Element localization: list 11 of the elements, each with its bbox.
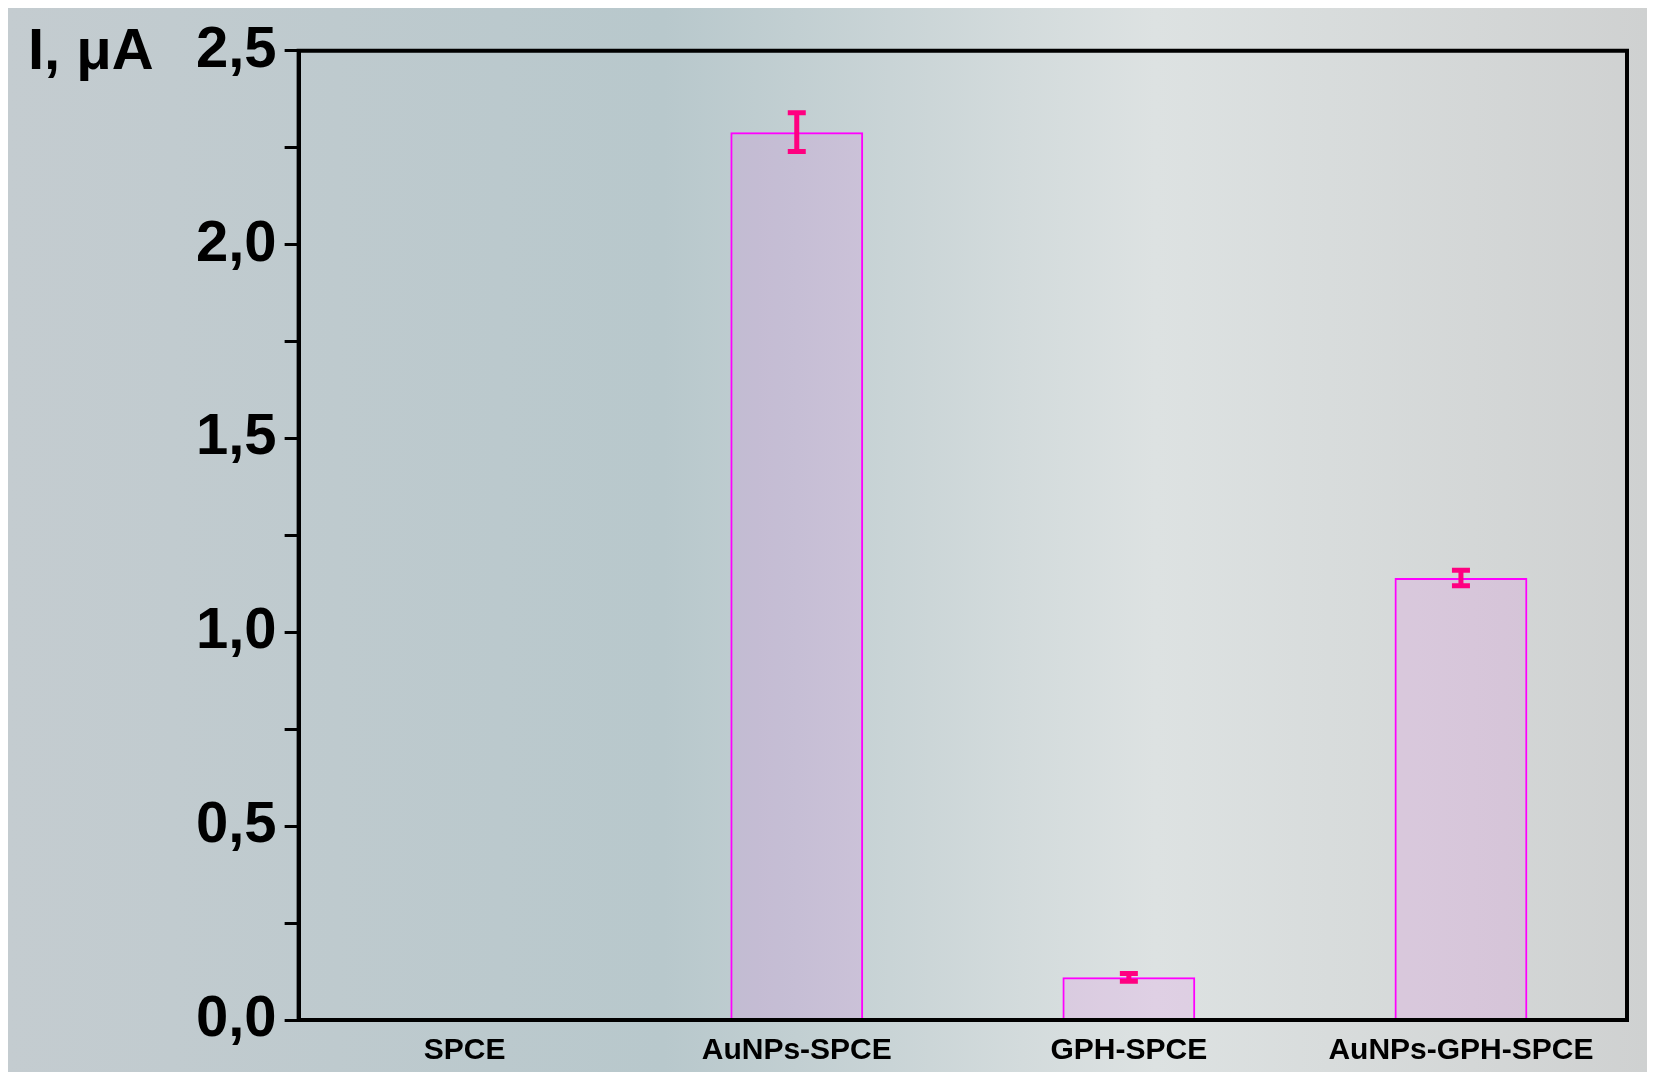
y-tick-label: 2,5 (195, 13, 277, 79)
x-tick-label: GPH-SPCE (1050, 1032, 1208, 1066)
y-tick-label: 1,5 (195, 401, 277, 467)
y-axis-title: I, μA (28, 15, 154, 81)
y-tick-label: 0,5 (195, 789, 277, 855)
x-tick-label: AuNPs-SPCE (701, 1032, 892, 1066)
y-tick-label: 2,0 (195, 207, 277, 273)
y-tick-label: 0,0 (195, 983, 277, 1048)
y-tick-label: 1,0 (195, 595, 277, 661)
x-tick-label: AuNPs-GPH-SPCE (1328, 1032, 1594, 1066)
x-tick-label: SPCE (423, 1032, 506, 1066)
